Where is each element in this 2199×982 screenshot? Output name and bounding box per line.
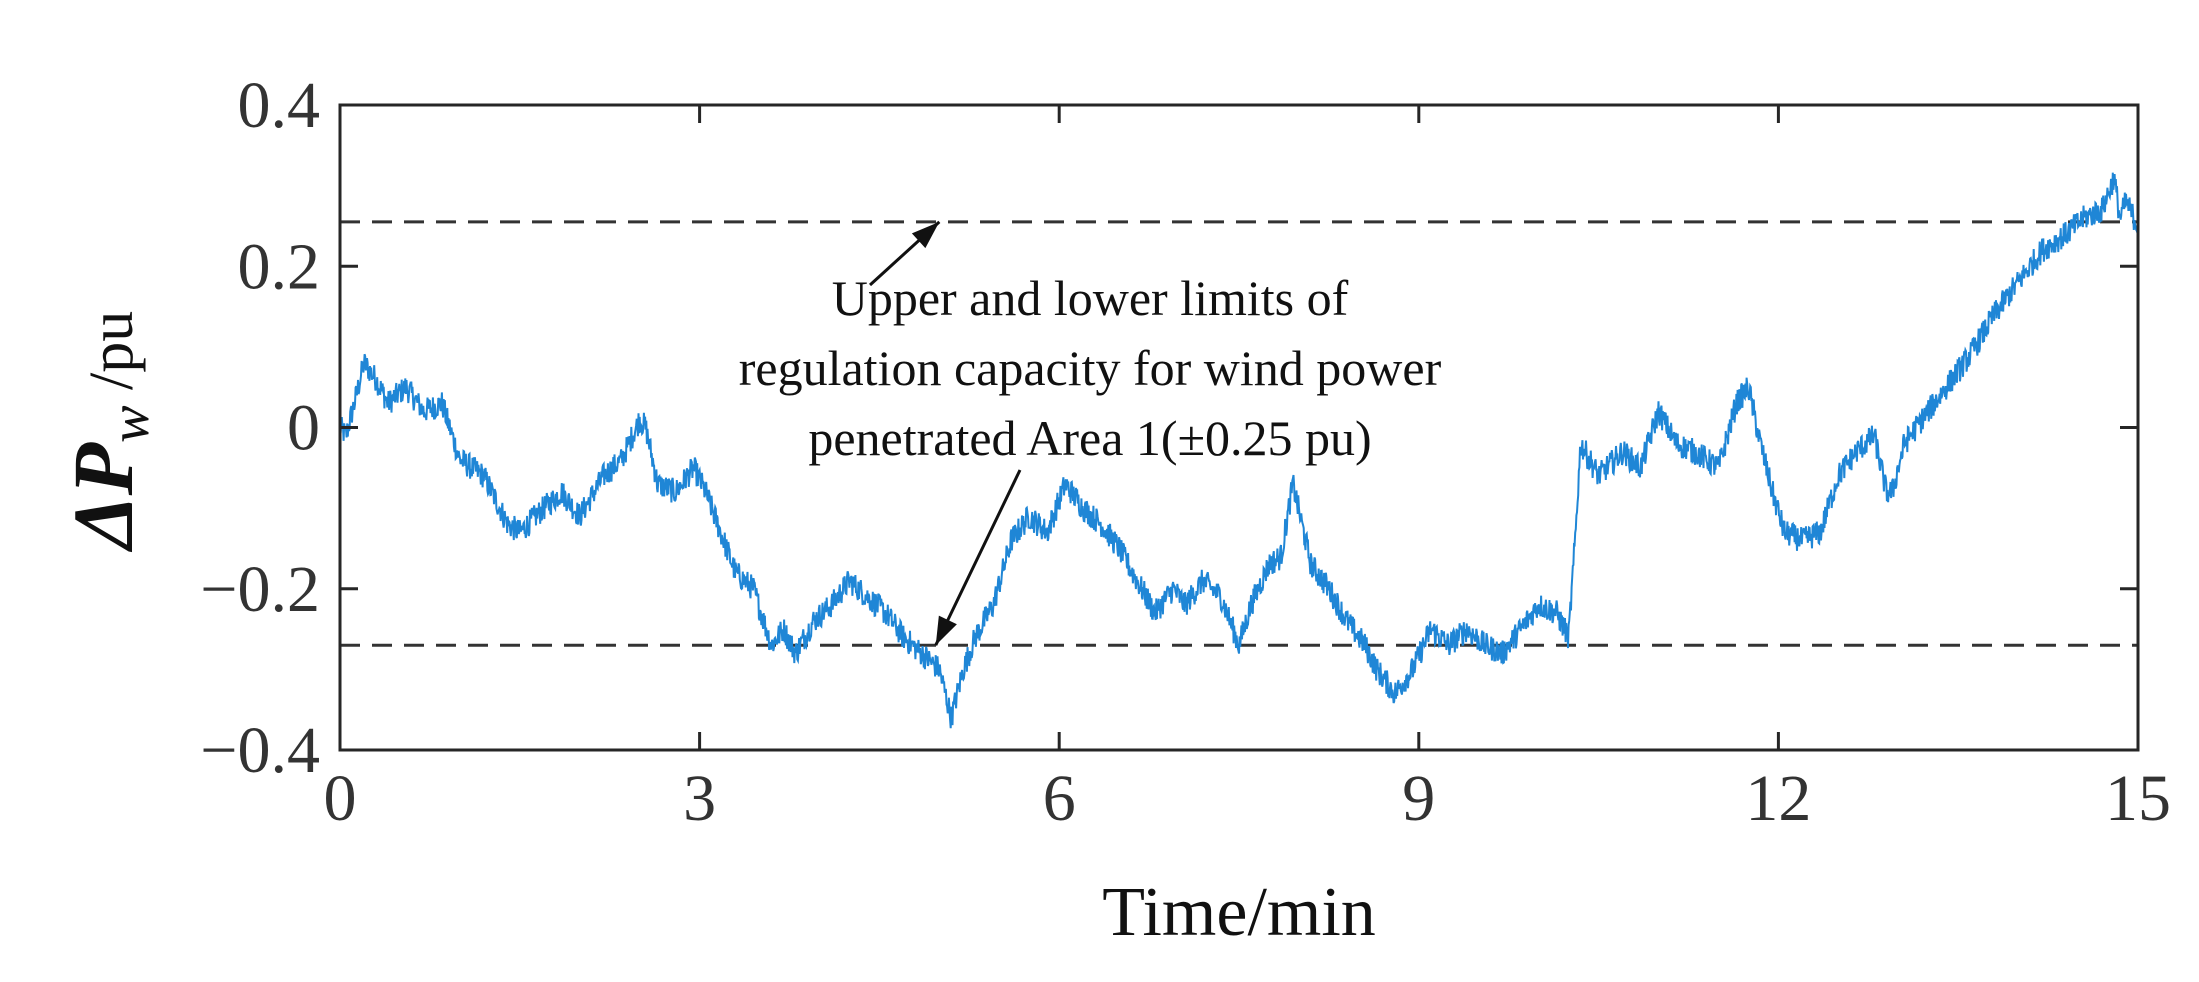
annotation-line-1: Upper and lower limits of [832,270,1349,326]
x-tick-label: 6 [1043,762,1076,835]
y-axis-label-unit: /pu [78,311,146,406]
x-tick-label: 9 [1402,762,1435,835]
annotation-arrow-line-2 [934,469,1022,646]
x-tick-label: 3 [683,762,716,835]
annotation-arrow-head-1 [911,221,940,249]
y-axis-label-subscript: w [99,405,161,442]
y-tick-label: −0.4 [200,714,320,787]
x-tick-label: 12 [1745,762,1811,835]
annotation-arrow-head-2 [935,615,957,646]
annotation-line-3: penetrated Area 1(±0.25 pu) [808,410,1371,466]
x-axis-label: Time/min [1102,874,1376,951]
y-tick-label: 0 [287,392,320,465]
text-layer: 0 3 6 9 12 15 0.4 0.2 0 −0.2 −0.4 Time/min ΔPw /pu Up… [55,69,2171,951]
y-tick-label: 0.4 [238,69,321,142]
y-axis-label-symbol: ΔP [55,441,151,552]
x-tick-label: 0 [324,762,357,835]
y-tick-label: −0.2 [200,553,320,626]
plot-area [338,103,2140,752]
series-line-0 [340,172,2138,729]
annotation-line-2: regulation capacity for wind power [739,340,1442,396]
y-tick-label: 0.2 [238,230,321,303]
y-axis-label: ΔPw /pu [55,311,161,553]
x-tick-label: 15 [2105,762,2171,835]
